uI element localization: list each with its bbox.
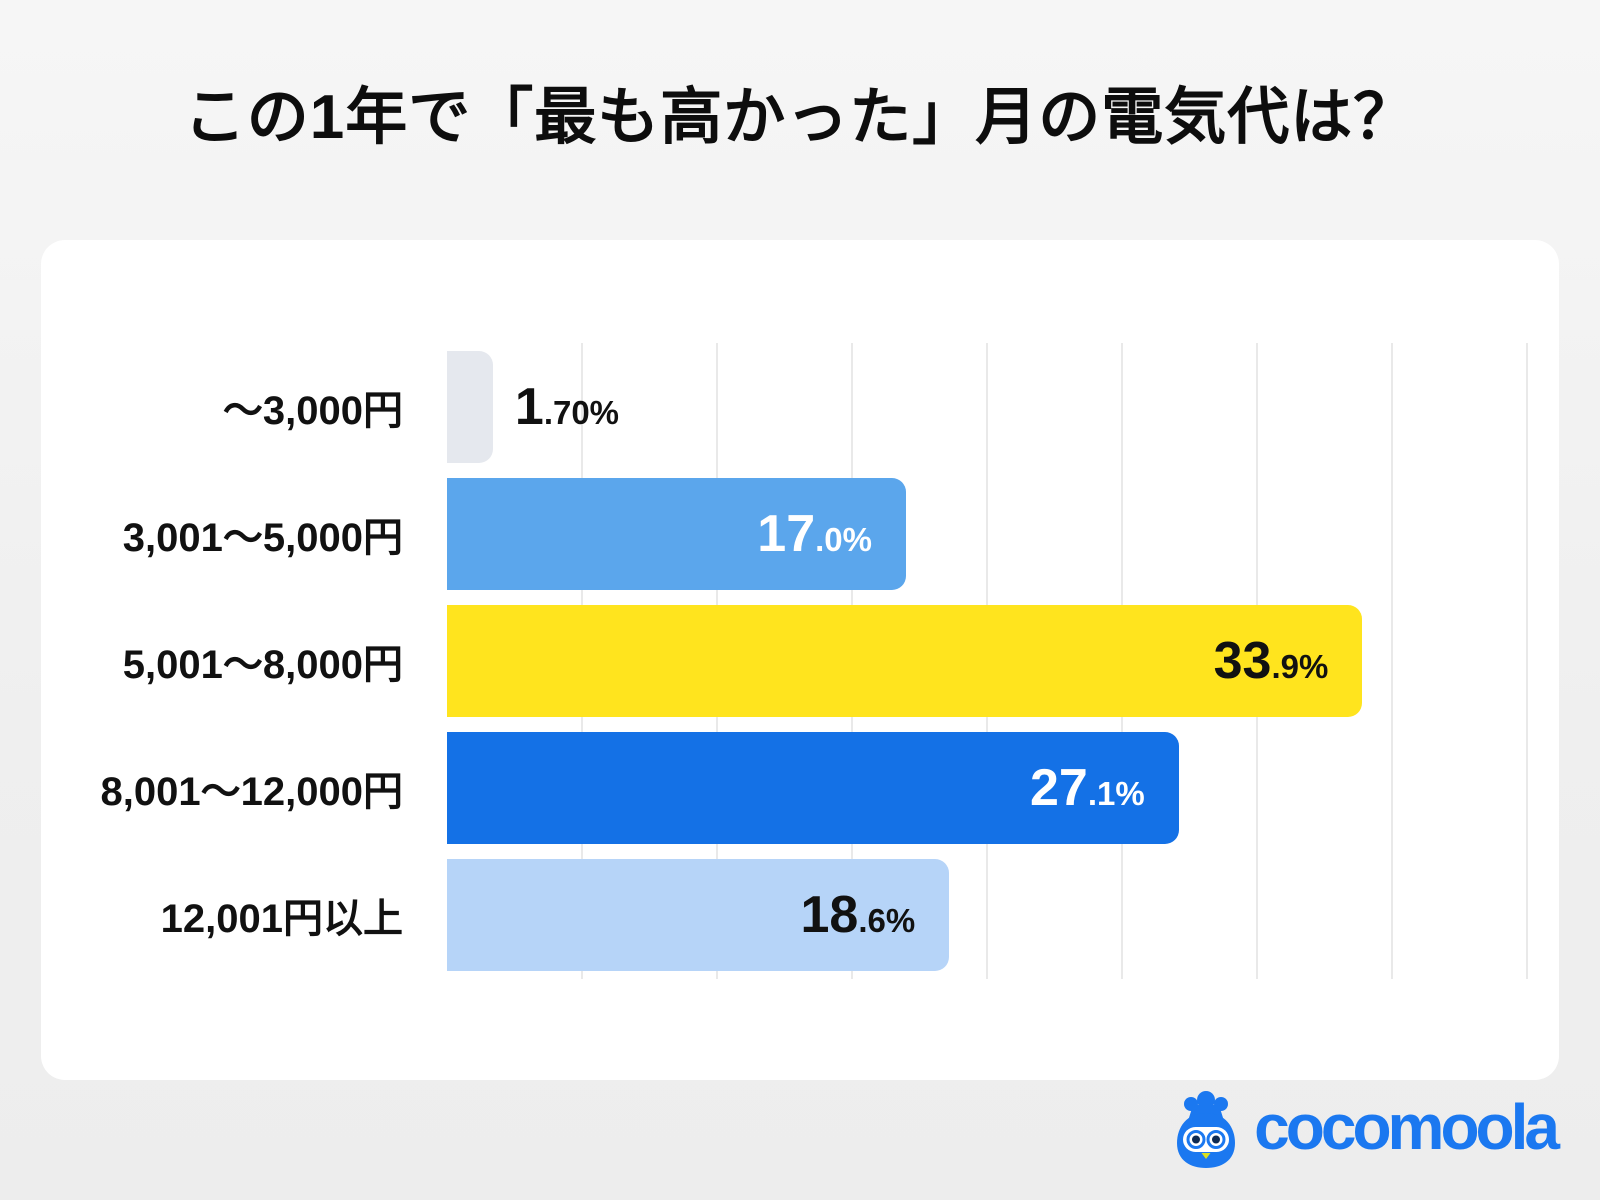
value-integer: 17 (757, 504, 816, 563)
value-label: 18.6% (800, 852, 915, 979)
value-label: 33.9% (1214, 597, 1329, 724)
mascot-icon (1177, 1091, 1236, 1168)
category-label: ～3,000円 (222, 388, 403, 433)
value-label: 1.70% (515, 343, 619, 470)
brand-name: cocomoola (1254, 1091, 1560, 1163)
bar-3 (447, 605, 1363, 717)
value-integer: 1 (514, 377, 544, 436)
bar-4 (447, 732, 1179, 845)
value-decimal: .9% (1271, 647, 1329, 685)
value-decimal: .0% (815, 520, 872, 558)
plot-area: 1.70% 17.0% 33.9% 27.1% 18.6% (447, 343, 1528, 979)
bar-5 (447, 859, 950, 972)
category-label: 3,001～5,000円 (122, 515, 403, 560)
category-label-column: ～3,000円 3,001～5,000円 5,001～8,000円 8,001～12,… (41, 343, 403, 979)
category-label: 8,001～12,000円 (100, 770, 403, 815)
value-label: 27.1% (1030, 725, 1145, 852)
chart-card: ～3,000円 3,001～5,000円 5,001～8,000円 8,001～12,… (41, 240, 1559, 1080)
value-decimal: .1% (1087, 775, 1145, 813)
gridline-40 (1526, 343, 1528, 979)
value-decimal: .6% (858, 902, 916, 940)
value-integer: 18 (800, 886, 859, 945)
category-label: 12,001円以上 (160, 897, 403, 942)
brand-logo: cocomoola (1164, 1088, 1560, 1172)
value-integer: 33 (1213, 631, 1272, 690)
bar-1 (447, 350, 493, 463)
page-title: この1年で「最も高かった」月の電気代は？ (183, 83, 1417, 152)
category-label: 5,001～8,000円 (122, 642, 403, 687)
gridline-35 (1391, 343, 1393, 979)
value-decimal: .70% (543, 393, 620, 431)
value-label: 17.0% (757, 470, 872, 597)
value-integer: 27 (1029, 759, 1088, 818)
bar-2 (447, 477, 906, 590)
